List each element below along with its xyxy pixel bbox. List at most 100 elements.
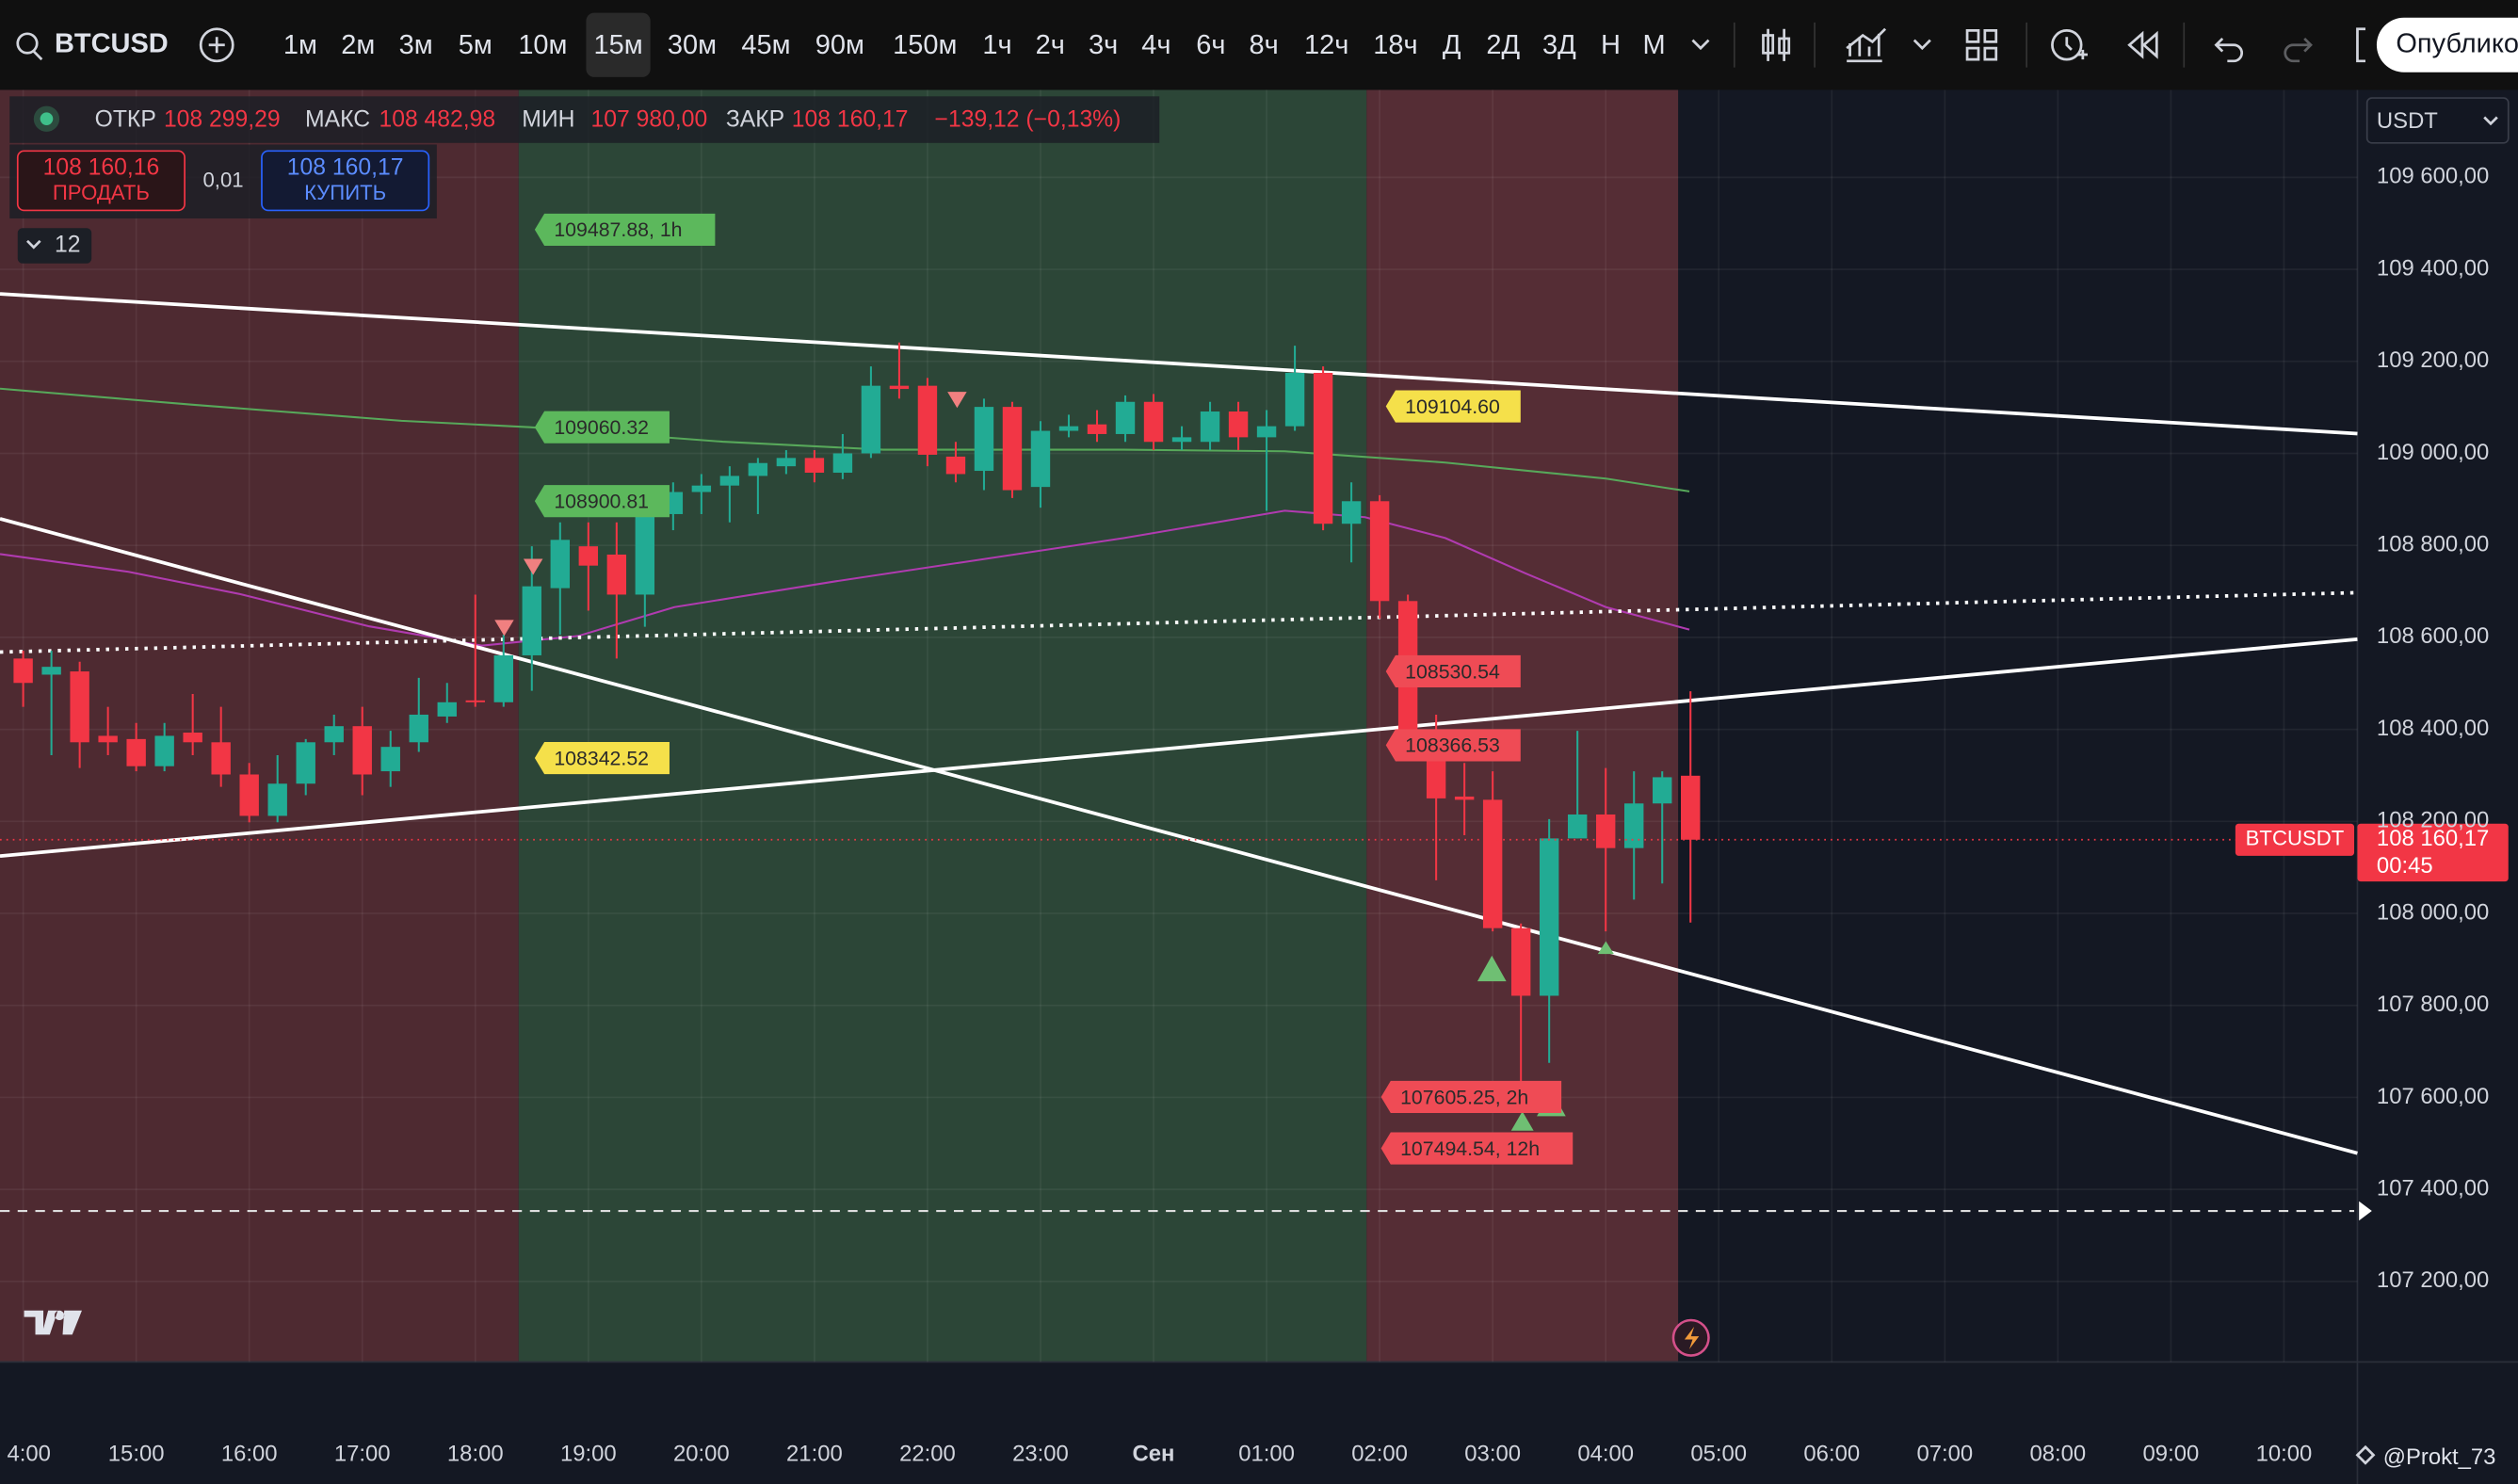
candle-body [1653,777,1672,804]
candle-body [239,774,259,816]
interval-button[interactable]: 1м [283,30,317,60]
x-tick-label: 22:00 [899,1442,956,1467]
add-symbol-plus [208,37,225,54]
x-tick-label: 03:00 [1464,1442,1521,1467]
publish-label[interactable]: Опублико [2396,28,2518,58]
interval-button[interactable]: 90м [815,30,864,60]
interval-button[interactable]: Д [1443,30,1461,60]
x-tick-label: Сен [1133,1442,1175,1467]
candle-body [550,540,571,589]
candle-body [267,783,287,816]
toolbar [0,0,2518,90]
candle-body [889,385,910,390]
candle-body [1623,803,1644,848]
candle-body [1369,501,1390,602]
candle-body [1482,799,1503,928]
x-tick-label: 4:00 [7,1442,50,1467]
bracket-icon [2356,27,2365,63]
redo-icon[interactable] [2284,37,2313,63]
interval-button[interactable]: 6ч [1196,30,1225,60]
candle-body [1567,814,1588,839]
price-label-box [1385,390,1521,423]
indicators-toggle[interactable] [17,228,92,264]
interval-button[interactable]: 3м [399,30,433,60]
x-tick-label: 10:00 [2256,1442,2313,1467]
interval-button[interactable]: 30м [668,30,717,60]
interval-button[interactable]: 2м [341,30,375,60]
trend-line[interactable] [0,517,2358,1155]
interval-button[interactable]: 5м [459,30,492,60]
price-label-box [1385,729,1521,762]
chevron[interactable] [1691,39,1710,51]
indicators-count[interactable]: 12 [55,232,80,257]
interval-button[interactable]: 18ч [1373,30,1417,60]
legend-box [9,96,1160,143]
interval-button[interactable]: 1ч [982,30,1011,60]
candle-body [832,453,853,473]
interval-button[interactable]: 3Д [1542,30,1576,60]
price-label: 108900.81 [554,490,649,512]
symbol[interactable]: BTCUSD [55,28,169,58]
y-tick-label: 109 600,00 [2377,164,2489,189]
undo-icon[interactable] [2214,37,2244,63]
candle-body [352,726,372,775]
candle-body [606,554,627,595]
price-label: 109104.60 [1405,395,1500,418]
interval-button[interactable]: 45м [741,30,790,60]
interval-button[interactable]: Н [1601,30,1621,60]
sell-button[interactable] [16,150,186,212]
candle-body [154,735,174,766]
price-label-box [534,213,716,246]
y-tick-label: 107 200,00 [2377,1267,2489,1293]
active-interval-bg [586,12,651,77]
x-tick-label: 06:00 [1803,1442,1860,1467]
x-tick-label: 23:00 [1012,1442,1069,1467]
chevron[interactable] [1913,39,1931,51]
y-tick-label: 109 200,00 [2377,347,2489,373]
add-symbol[interactable] [199,27,234,63]
interval-button[interactable]: М [1642,30,1665,60]
candle-body [70,671,89,743]
candle-body [1284,372,1305,427]
sell-price[interactable]: 108 160,16 [43,155,160,181]
chevron [26,239,41,250]
interval-button[interactable]: 3ч [1089,30,1118,60]
lightning-icon [1684,1326,1700,1349]
chevron [2483,116,2498,126]
candle-body [804,458,825,473]
price-label-box [534,411,670,444]
interval-button[interactable]: 4ч [1141,30,1170,60]
trend-line[interactable] [0,292,2358,436]
interval-button[interactable]: 150м [893,30,957,60]
interval-button[interactable]: 12ч [1304,30,1348,60]
price-tag-value: 108 160,17 [2377,826,2489,851]
replay-icon[interactable] [2127,30,2158,59]
interval-button[interactable]: 8ч [1250,30,1279,60]
indicators-icon[interactable] [1846,27,1887,63]
interval-button[interactable]: 2Д [1486,30,1520,60]
candle-body [1313,372,1333,524]
trend-line[interactable] [0,637,2358,858]
interval-button[interactable]: 10м [518,30,567,60]
x-tick-label: 21:00 [786,1442,843,1467]
alert-icon[interactable] [2051,29,2083,61]
x-tick-label: 15:00 [108,1442,165,1467]
x-tick-label: 17:00 [334,1442,391,1467]
publish-button[interactable] [2376,17,2518,73]
search-icon[interactable] [16,32,39,55]
layout-icon[interactable] [1965,29,1998,61]
quantity[interactable]: 0,01 [202,169,243,192]
buy-price[interactable]: 108 160,17 [287,155,404,181]
currency-label[interactable]: USDT [2377,108,2438,134]
currency-dropdown[interactable] [2365,97,2510,144]
sell-label[interactable]: ПРОДАТЬ [53,181,150,204]
interval-button[interactable]: 15м [593,30,642,60]
buy-label[interactable]: КУПИТЬ [304,181,386,204]
candle-body [1256,426,1277,438]
candle-body [1510,928,1531,996]
buy-button[interactable] [261,150,430,212]
candles-layer [0,342,2358,1108]
interval-button[interactable]: 2ч [1036,30,1065,60]
